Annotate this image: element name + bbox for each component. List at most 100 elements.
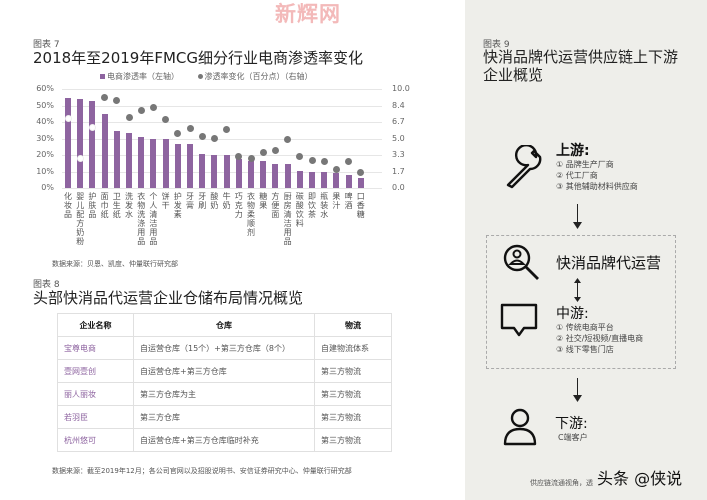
table-row: 宝尊电商 自运营仓库（15个）+第三方仓库（8个） 自建物流体系	[57, 336, 392, 360]
warehouse-cell: 第三方仓库为主	[133, 382, 315, 406]
warehouse-cell: 自运营仓库+第三方仓库临时补充	[133, 428, 315, 452]
warehouse-cell: 自运营仓库+第三方仓库	[133, 359, 315, 383]
x-axis-label: 饼干	[161, 192, 170, 210]
change-point	[101, 94, 109, 102]
warehouse-cell: 自运营仓库（15个）+第三方仓库（8个）	[133, 336, 315, 360]
x-axis-label: 即饮茶	[308, 192, 316, 219]
bar	[333, 173, 340, 188]
search-user-icon	[503, 244, 539, 280]
change-point	[223, 126, 231, 134]
bar	[65, 97, 71, 188]
bar	[260, 161, 267, 188]
company-name: 壹网壹创	[57, 359, 134, 383]
bar	[345, 174, 352, 188]
legend-bar-label: 电商渗透率（左轴）	[107, 72, 179, 81]
header-logistics: 物流	[314, 313, 392, 337]
company-name: 杭州悠可	[57, 428, 134, 452]
arrow-down-head	[573, 222, 582, 229]
logistics-cell: 第三方物流	[314, 359, 392, 383]
change-point	[88, 124, 96, 132]
x-axis-label: 巧克力	[234, 192, 243, 219]
warehouse-cell: 第三方仓库	[133, 405, 315, 429]
x-axis-label: 厨房清洁用品	[283, 192, 292, 246]
gridline	[62, 89, 382, 90]
gridline	[62, 188, 382, 189]
header-company: 企业名称	[57, 313, 134, 337]
gridline	[62, 171, 382, 173]
x-axis-label: 果汁	[332, 192, 341, 210]
right-axis-tick: 0.0	[392, 183, 405, 192]
bar	[113, 131, 120, 188]
x-axis-label: 衣物洗涤用品	[137, 192, 146, 246]
midstream-item: ② 社交/短视频/直播电商	[556, 334, 644, 343]
table-header-row: 企业名称 仓库 物流	[57, 313, 392, 337]
x-axis-label: 护肤品	[88, 192, 97, 219]
left-axis-tick: 60%	[36, 84, 54, 93]
x-axis-label: 口香糖	[356, 192, 365, 219]
change-point	[247, 154, 255, 162]
logistics-cell: 第三方物流	[314, 405, 392, 429]
x-axis-label: 衣物柔顺剂	[247, 192, 255, 237]
change-point	[345, 157, 353, 165]
x-axis-label: 瓶装水	[320, 192, 329, 219]
x-axis-label: 面巾纸	[100, 192, 109, 219]
logistics-cell: 第三方物流	[314, 428, 392, 452]
company-name: 若羽臣	[57, 405, 134, 429]
legend-dot-label: 渗透率变化（百分点）（右轴）	[204, 72, 313, 81]
change-point	[235, 152, 243, 160]
x-axis-label: 化妆品	[64, 192, 72, 219]
bar	[223, 155, 230, 188]
left-axis-tick: 30%	[36, 133, 54, 143]
bar	[138, 137, 145, 188]
change-point	[186, 125, 194, 133]
right-axis-tick: 10.0	[392, 84, 410, 93]
upstream-item: ③ 其他辅助材料供应商	[556, 182, 638, 191]
table-row: 丽人丽妆 第三方仓库为主 第三方物流	[57, 382, 392, 406]
bar	[162, 139, 169, 188]
midstream-item: ① 传统电商平台	[556, 323, 614, 332]
bar	[309, 171, 315, 188]
toutiao-watermark: 头条 @侠说	[597, 469, 683, 488]
arrow-updown-heads	[574, 278, 581, 302]
company-name: 丽人丽妆	[57, 382, 134, 406]
midstream-title: 中游:	[556, 306, 589, 322]
change-point	[357, 168, 365, 176]
downstream-title: 下游:	[555, 416, 588, 432]
x-axis-label: 糖果	[259, 192, 268, 210]
change-point	[271, 146, 279, 154]
bar	[321, 171, 328, 188]
bar	[174, 143, 181, 188]
table-row: 壹网壹创 自运营仓库+第三方仓库 第三方物流	[57, 359, 392, 383]
change-point	[296, 152, 304, 160]
left-axis-tick: 0%	[41, 183, 54, 192]
x-axis-label: 牛奶	[222, 192, 231, 210]
change-point	[332, 165, 340, 173]
midstream-box	[486, 235, 676, 369]
left-axis-tick: 10%	[36, 166, 54, 176]
change-point	[210, 135, 218, 142]
bar	[211, 155, 218, 188]
company-name: 宝尊电商	[57, 336, 134, 360]
downstream-item: C端客户	[558, 433, 588, 442]
legend-bar-swatch	[100, 74, 105, 79]
bar	[296, 170, 303, 188]
bar	[248, 160, 254, 188]
bar	[126, 132, 132, 188]
change-point	[76, 154, 84, 162]
bar	[199, 154, 206, 188]
figure8-label: 图表 8	[33, 280, 60, 290]
legend-dot-swatch	[197, 74, 203, 79]
change-point	[284, 135, 292, 143]
left-axis-tick: 50%	[36, 100, 54, 110]
bar	[284, 164, 291, 188]
change-point	[308, 156, 316, 164]
x-axis-label: 牙膏	[186, 192, 194, 210]
bar	[187, 143, 193, 188]
table-row: 若羽臣 第三方仓库 第三方物流	[57, 405, 392, 429]
gridline	[62, 138, 382, 140]
x-axis-label: 洗发水	[125, 192, 133, 219]
figure7-label: 图表 7	[33, 40, 60, 50]
x-axis-label: 婴儿配方奶粉	[76, 192, 85, 246]
figure9-footer: 供应链流通视角，透	[530, 479, 593, 487]
gridline	[62, 105, 382, 107]
